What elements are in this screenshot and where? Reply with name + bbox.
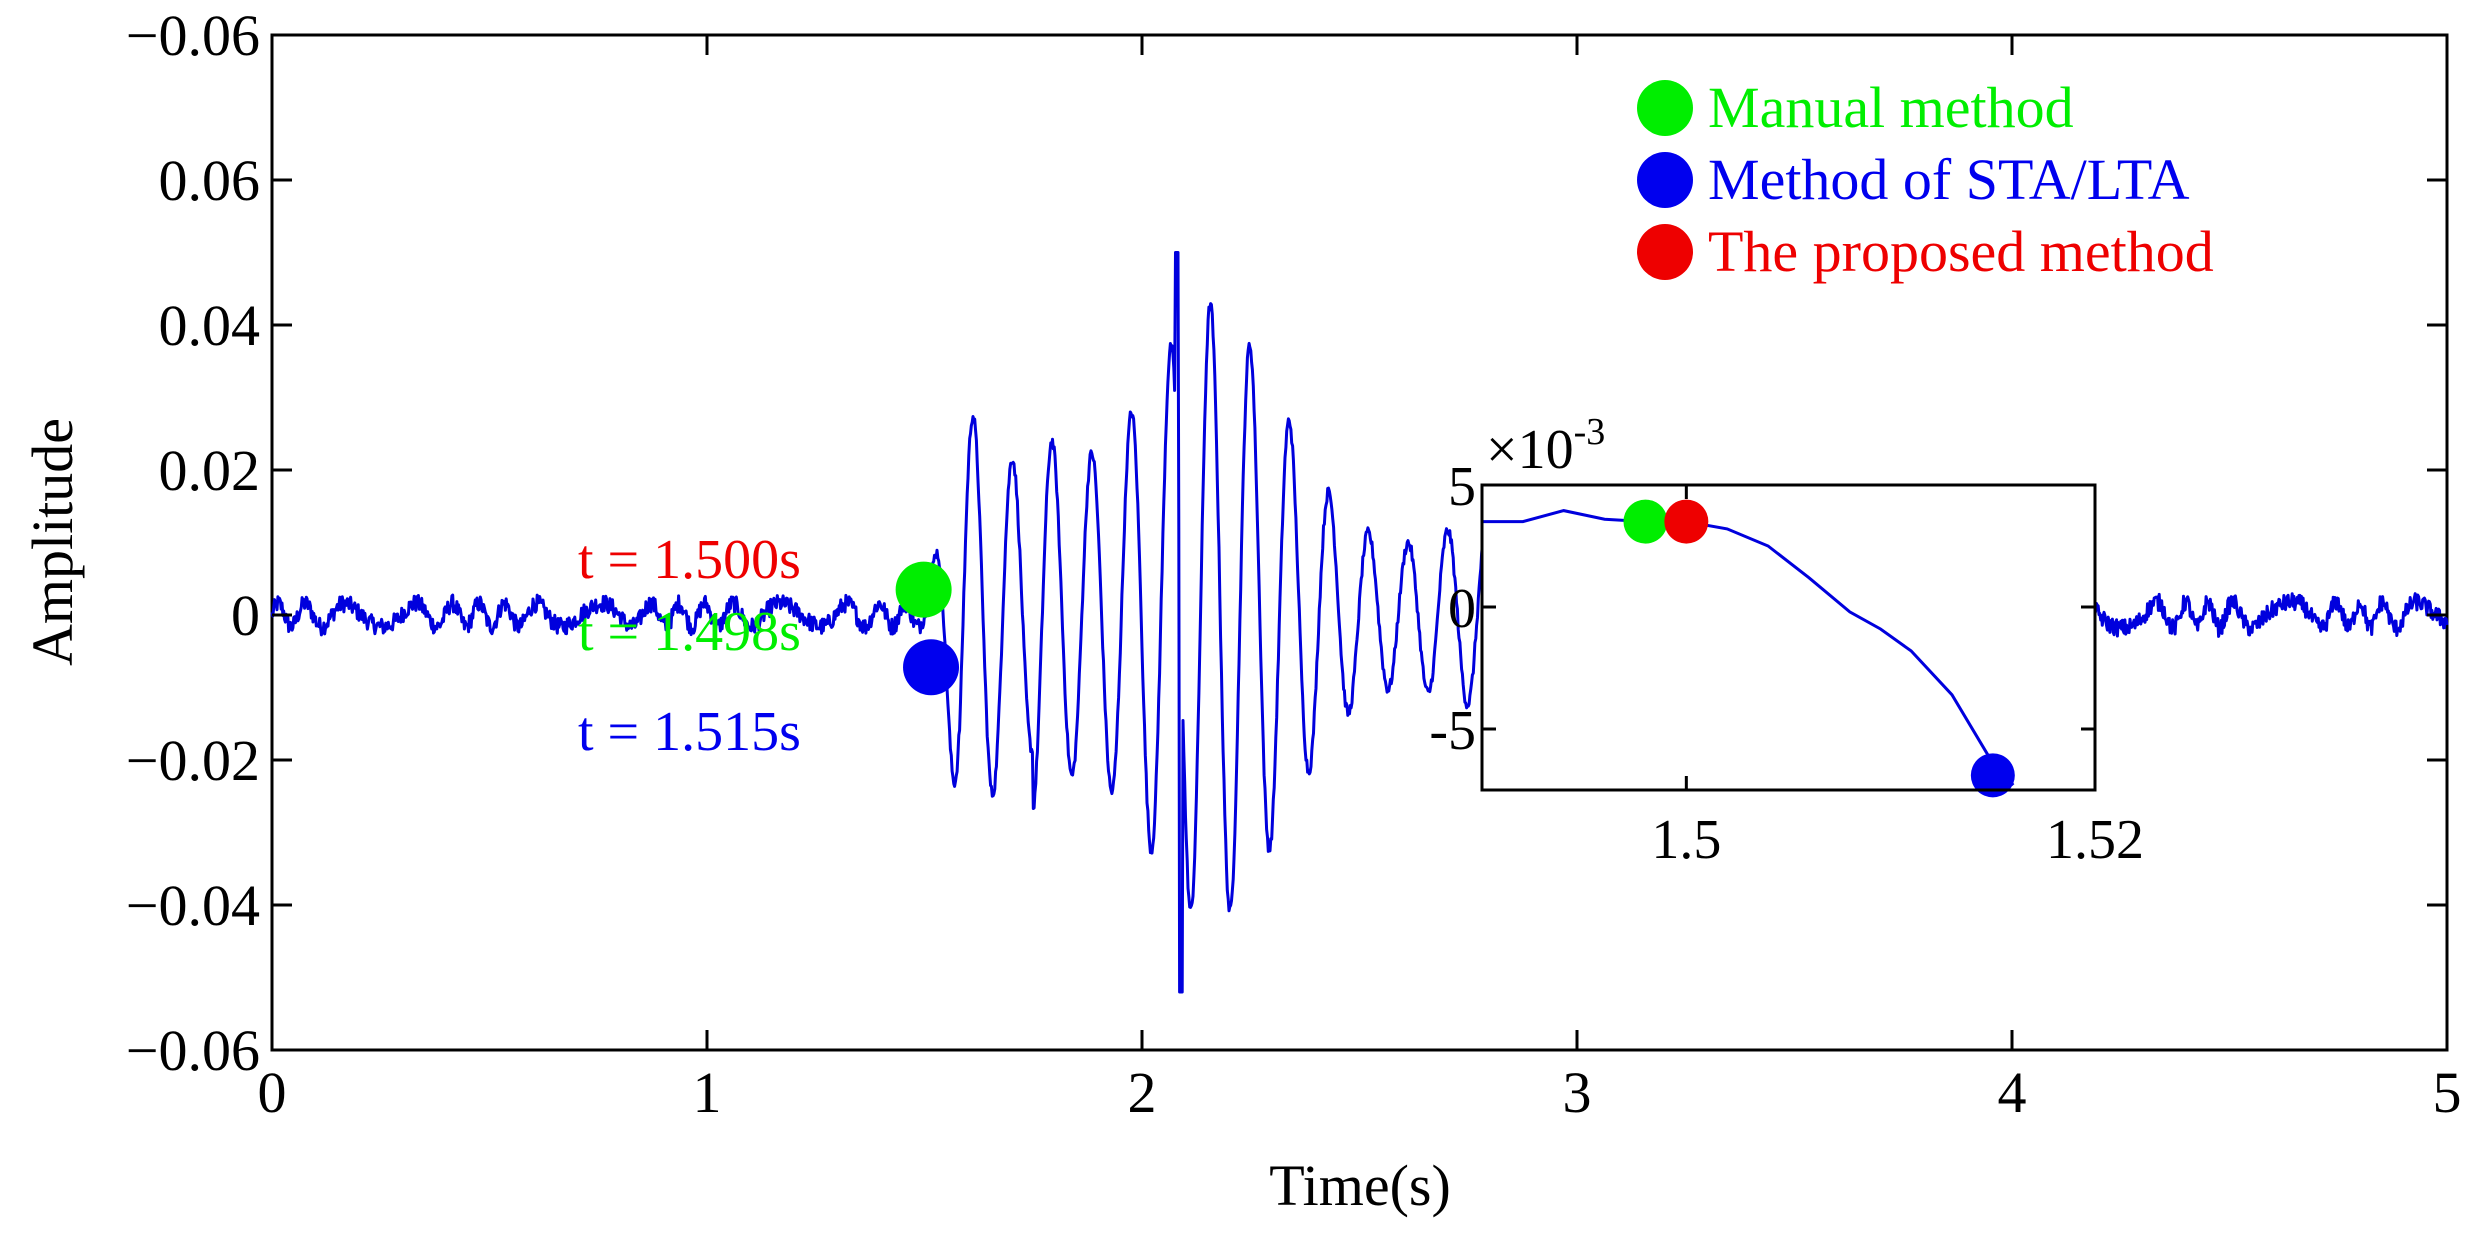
inset-ticks: 1.5 1.52 5 0 -5 xyxy=(1429,456,2144,871)
inset-frame xyxy=(1480,483,2097,792)
inset-zoom: 1.5 1.52 5 0 -5 ×10-3 xyxy=(1429,411,2144,871)
y-tick-label: 0 xyxy=(231,583,260,648)
main-markers xyxy=(895,561,960,696)
legend: Manual method Method of STA/LTA The prop… xyxy=(1637,75,2214,284)
y-tick-label: −0.06 xyxy=(126,1018,260,1083)
inset-x-tick-label: 1.5 xyxy=(1651,809,1721,871)
x-tick-label: 3 xyxy=(1563,1060,1592,1125)
inset-markers xyxy=(1623,499,2015,798)
inset-marker xyxy=(1623,499,1668,544)
x-tick-label: 4 xyxy=(1998,1060,2027,1125)
event-marker-manual-method xyxy=(895,561,952,618)
x-tick-label: 2 xyxy=(1128,1060,1157,1125)
legend-proposed-label: The proposed method xyxy=(1708,219,2214,284)
inset-x-tick-label: 1.52 xyxy=(2046,809,2144,871)
inset-y-tick-label: 0 xyxy=(1448,578,1476,640)
inset-y-tick-label: -5 xyxy=(1429,700,1476,762)
y-axis-label: Amplitude xyxy=(20,418,85,666)
legend-stalta-label: Method of STA/LTA xyxy=(1708,147,2190,212)
x-axis-ticks: 0 1 2 3 4 5 xyxy=(258,35,2462,1125)
inset-background xyxy=(1482,485,2095,790)
plot-frame xyxy=(270,33,2449,1052)
x-tick-label: 1 xyxy=(693,1060,722,1125)
y-tick-label: −0.02 xyxy=(126,728,260,793)
y-axis-ticks: −0.06 0.06 0.04 0.02 0 −0.02 −0.04 −0.06 xyxy=(126,3,2447,1083)
x-tick-label: 0 xyxy=(258,1060,287,1125)
y-tick-label: −0.04 xyxy=(126,873,260,938)
legend-manual-swatch xyxy=(1637,80,1693,136)
legend-proposed-swatch xyxy=(1637,224,1693,280)
event-marker-method-of-sta-lta xyxy=(903,639,960,696)
inset-marker xyxy=(1970,753,2015,798)
legend-manual-label: Manual method xyxy=(1708,75,2074,140)
y-tick-label: 0.06 xyxy=(159,148,261,213)
x-axis-label: Time(s) xyxy=(1269,1153,1451,1218)
inset-signal-line xyxy=(1482,509,2015,787)
inset-y-tick-label: 5 xyxy=(1448,456,1476,518)
annotation-manual-time: t = 1.498s xyxy=(578,601,801,663)
y-tick-label: −0.06 xyxy=(126,3,260,68)
annotation-proposed-time: t = 1.500s xyxy=(578,529,801,591)
legend-stalta-swatch xyxy=(1637,152,1693,208)
inset-scale-label: ×10-3 xyxy=(1486,411,1605,481)
x-tick-label: 5 xyxy=(2433,1060,2462,1125)
inset-marker xyxy=(1664,499,1709,544)
annotation-stalta-time: t = 1.515s xyxy=(578,701,801,763)
y-tick-label: 0.02 xyxy=(159,438,261,503)
y-tick-label: 0.04 xyxy=(159,293,261,358)
